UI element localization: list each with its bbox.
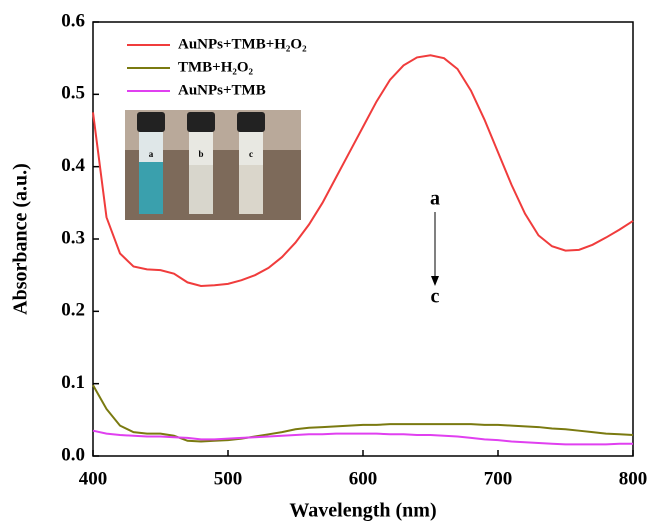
y-tick-label: 0.2 [61,300,85,321]
annotation: c [431,286,440,308]
inset-label: c [249,149,253,159]
inset-photo [125,110,301,220]
x-tick-label: 700 [484,468,513,489]
y-tick-label: 0.5 [61,83,85,104]
legend-label: AuNPs+TMB [178,82,266,98]
x-axis-title: Wavelength (nm) [289,500,436,522]
annotation: a [430,188,440,210]
x-tick-label: 400 [79,468,108,489]
x-tick-label: 500 [214,468,243,489]
legend-label: TMB+H₂O₂ [178,59,254,75]
y-tick-label: 0.1 [61,372,85,393]
inset-label: b [198,149,203,159]
series-line [92,429,633,446]
inset-label: a [149,149,154,159]
x-tick-label: 800 [619,468,648,489]
legend-label: AuNPs+TMB+H₂O₂ [178,36,307,52]
x-tick-label: 600 [349,468,378,489]
arrow-head [431,276,439,286]
y-axis-title: Absorbance (a.u.) [10,163,32,315]
y-tick-label: 0.6 [61,10,85,31]
plot-frame [92,21,634,457]
y-tick-label: 0.3 [61,227,85,248]
series-line [92,54,634,288]
series-line [92,384,634,443]
y-tick-label: 0.4 [61,155,85,176]
y-tick-label: 0.0 [61,444,85,465]
